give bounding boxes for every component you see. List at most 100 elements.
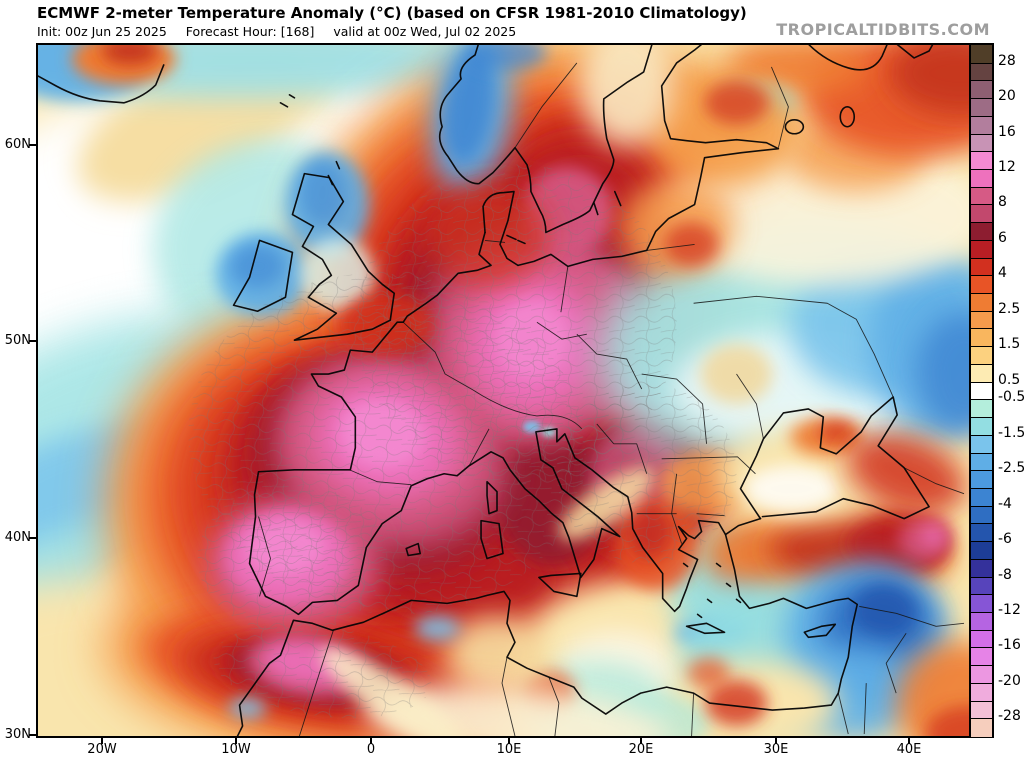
colorbar-cell	[971, 541, 992, 560]
colorbar-cell	[971, 611, 992, 631]
colorbar-cell	[971, 275, 992, 295]
country-border	[468, 428, 490, 466]
coastline	[808, 45, 934, 71]
country-border	[691, 693, 695, 736]
colorbar-tick-label: 20	[998, 88, 1016, 105]
lon-tick	[508, 737, 510, 744]
lon-tick	[235, 737, 237, 744]
anomaly-blob	[228, 697, 267, 720]
colorbar-cell	[971, 399, 992, 419]
country-border	[596, 423, 648, 474]
colorbar-cell	[971, 505, 992, 525]
colorbar-tick-label: -0.5	[998, 389, 1024, 406]
lat-tick	[29, 144, 37, 146]
admin-boundaries-texture	[197, 483, 388, 634]
anomaly-blob	[817, 420, 856, 443]
colorbar-cell	[971, 718, 992, 737]
colorbar-cell	[971, 293, 992, 312]
colorbar-cell	[971, 115, 992, 135]
colorbar-tick-label: -6	[998, 531, 1012, 548]
colorbar-cell	[971, 417, 992, 436]
page-title: ECMWF 2-meter Temperature Anomaly (°C) (…	[37, 4, 747, 22]
lon-tick	[908, 737, 910, 744]
forecast-hour: Forecast Hour: [168]	[185, 24, 315, 39]
country-border	[484, 239, 506, 243]
colorbar-cell	[971, 434, 992, 454]
country-border	[514, 62, 578, 148]
run-info: Init: 00z Jun 25 2025 Forecast Hour: [16…	[37, 24, 531, 39]
lon-tick	[640, 737, 642, 744]
country-border	[661, 456, 756, 475]
country-border	[576, 333, 643, 390]
colorbar-tick-label: 28	[998, 52, 1016, 69]
coastline	[482, 190, 519, 267]
colorbar-cell	[971, 151, 992, 170]
colorbar-cell	[971, 381, 992, 401]
valid-time: valid at 00z Wed, Jul 02 2025	[333, 24, 517, 39]
anomaly-blob	[578, 45, 675, 147]
admin-boundaries-texture	[213, 624, 432, 719]
coastline	[784, 106, 856, 135]
colorbar	[969, 43, 994, 738]
country-border	[402, 321, 474, 391]
lat-tick	[29, 340, 37, 342]
colorbar-cell	[971, 523, 992, 543]
colorbar-cell	[971, 204, 992, 224]
anomaly-blob	[299, 160, 346, 225]
anomaly-blob	[101, 45, 158, 65]
lat-tick	[29, 734, 37, 736]
country-border	[771, 66, 789, 148]
temperature-anomaly-map	[38, 45, 969, 736]
coastline	[291, 172, 396, 341]
lat-tick-label: 40N	[4, 530, 31, 545]
country-border	[646, 243, 695, 251]
lat-tick	[29, 537, 37, 539]
coastline	[682, 562, 742, 619]
country-border	[641, 373, 708, 444]
coastline	[438, 45, 653, 234]
country-border	[693, 295, 894, 398]
country-border	[349, 469, 412, 486]
anomaly-blob	[230, 244, 285, 289]
colorbar-cell	[971, 629, 992, 649]
anomaly-blob	[744, 465, 839, 512]
colorbar-tick-label: -16	[998, 637, 1021, 654]
country-border	[501, 657, 560, 736]
anomaly-blob	[467, 45, 547, 71]
colorbar-tick-label: 16	[998, 123, 1016, 140]
anomaly-blob	[926, 706, 969, 736]
coastline	[236, 533, 859, 736]
colorbar-cell	[971, 257, 992, 277]
country-border	[472, 389, 583, 430]
colorbar-tick-label: -4	[998, 495, 1012, 512]
coastline	[739, 396, 930, 520]
anomaly-blob	[889, 45, 969, 115]
colorbar-tick-label: -20	[998, 672, 1021, 689]
colorbar-cell	[971, 576, 992, 596]
coastline	[506, 234, 526, 245]
colorbar-cell	[971, 346, 992, 365]
lon-tick-label: 0	[366, 742, 376, 757]
colorbar-cell	[971, 594, 992, 613]
coastline	[38, 64, 165, 104]
lon-tick-label: 10W	[221, 742, 251, 757]
country-border	[736, 373, 764, 439]
lat-tick-label: 50N	[4, 333, 31, 348]
colorbar-tick-label: 6	[998, 229, 1007, 246]
country-border	[859, 605, 965, 627]
lat-tick-label: 60N	[4, 137, 31, 152]
colorbar-cell	[971, 133, 992, 153]
colorbar-cell	[971, 186, 992, 206]
colorbar-tick-label: 2.5	[998, 300, 1021, 317]
lon-tick-label: 10E	[496, 742, 522, 757]
country-border	[837, 633, 907, 735]
colorbar-tick-label: -2.5	[998, 460, 1024, 477]
lon-tick	[370, 737, 372, 744]
colorbar-cell	[971, 45, 992, 64]
anomaly-blob	[920, 520, 947, 547]
anomaly-blob	[687, 657, 730, 690]
country-border	[903, 467, 965, 495]
colorbar-cell	[971, 62, 992, 82]
colorbar-tick-label: 0.5	[998, 371, 1021, 388]
colorbar-cell	[971, 558, 992, 578]
